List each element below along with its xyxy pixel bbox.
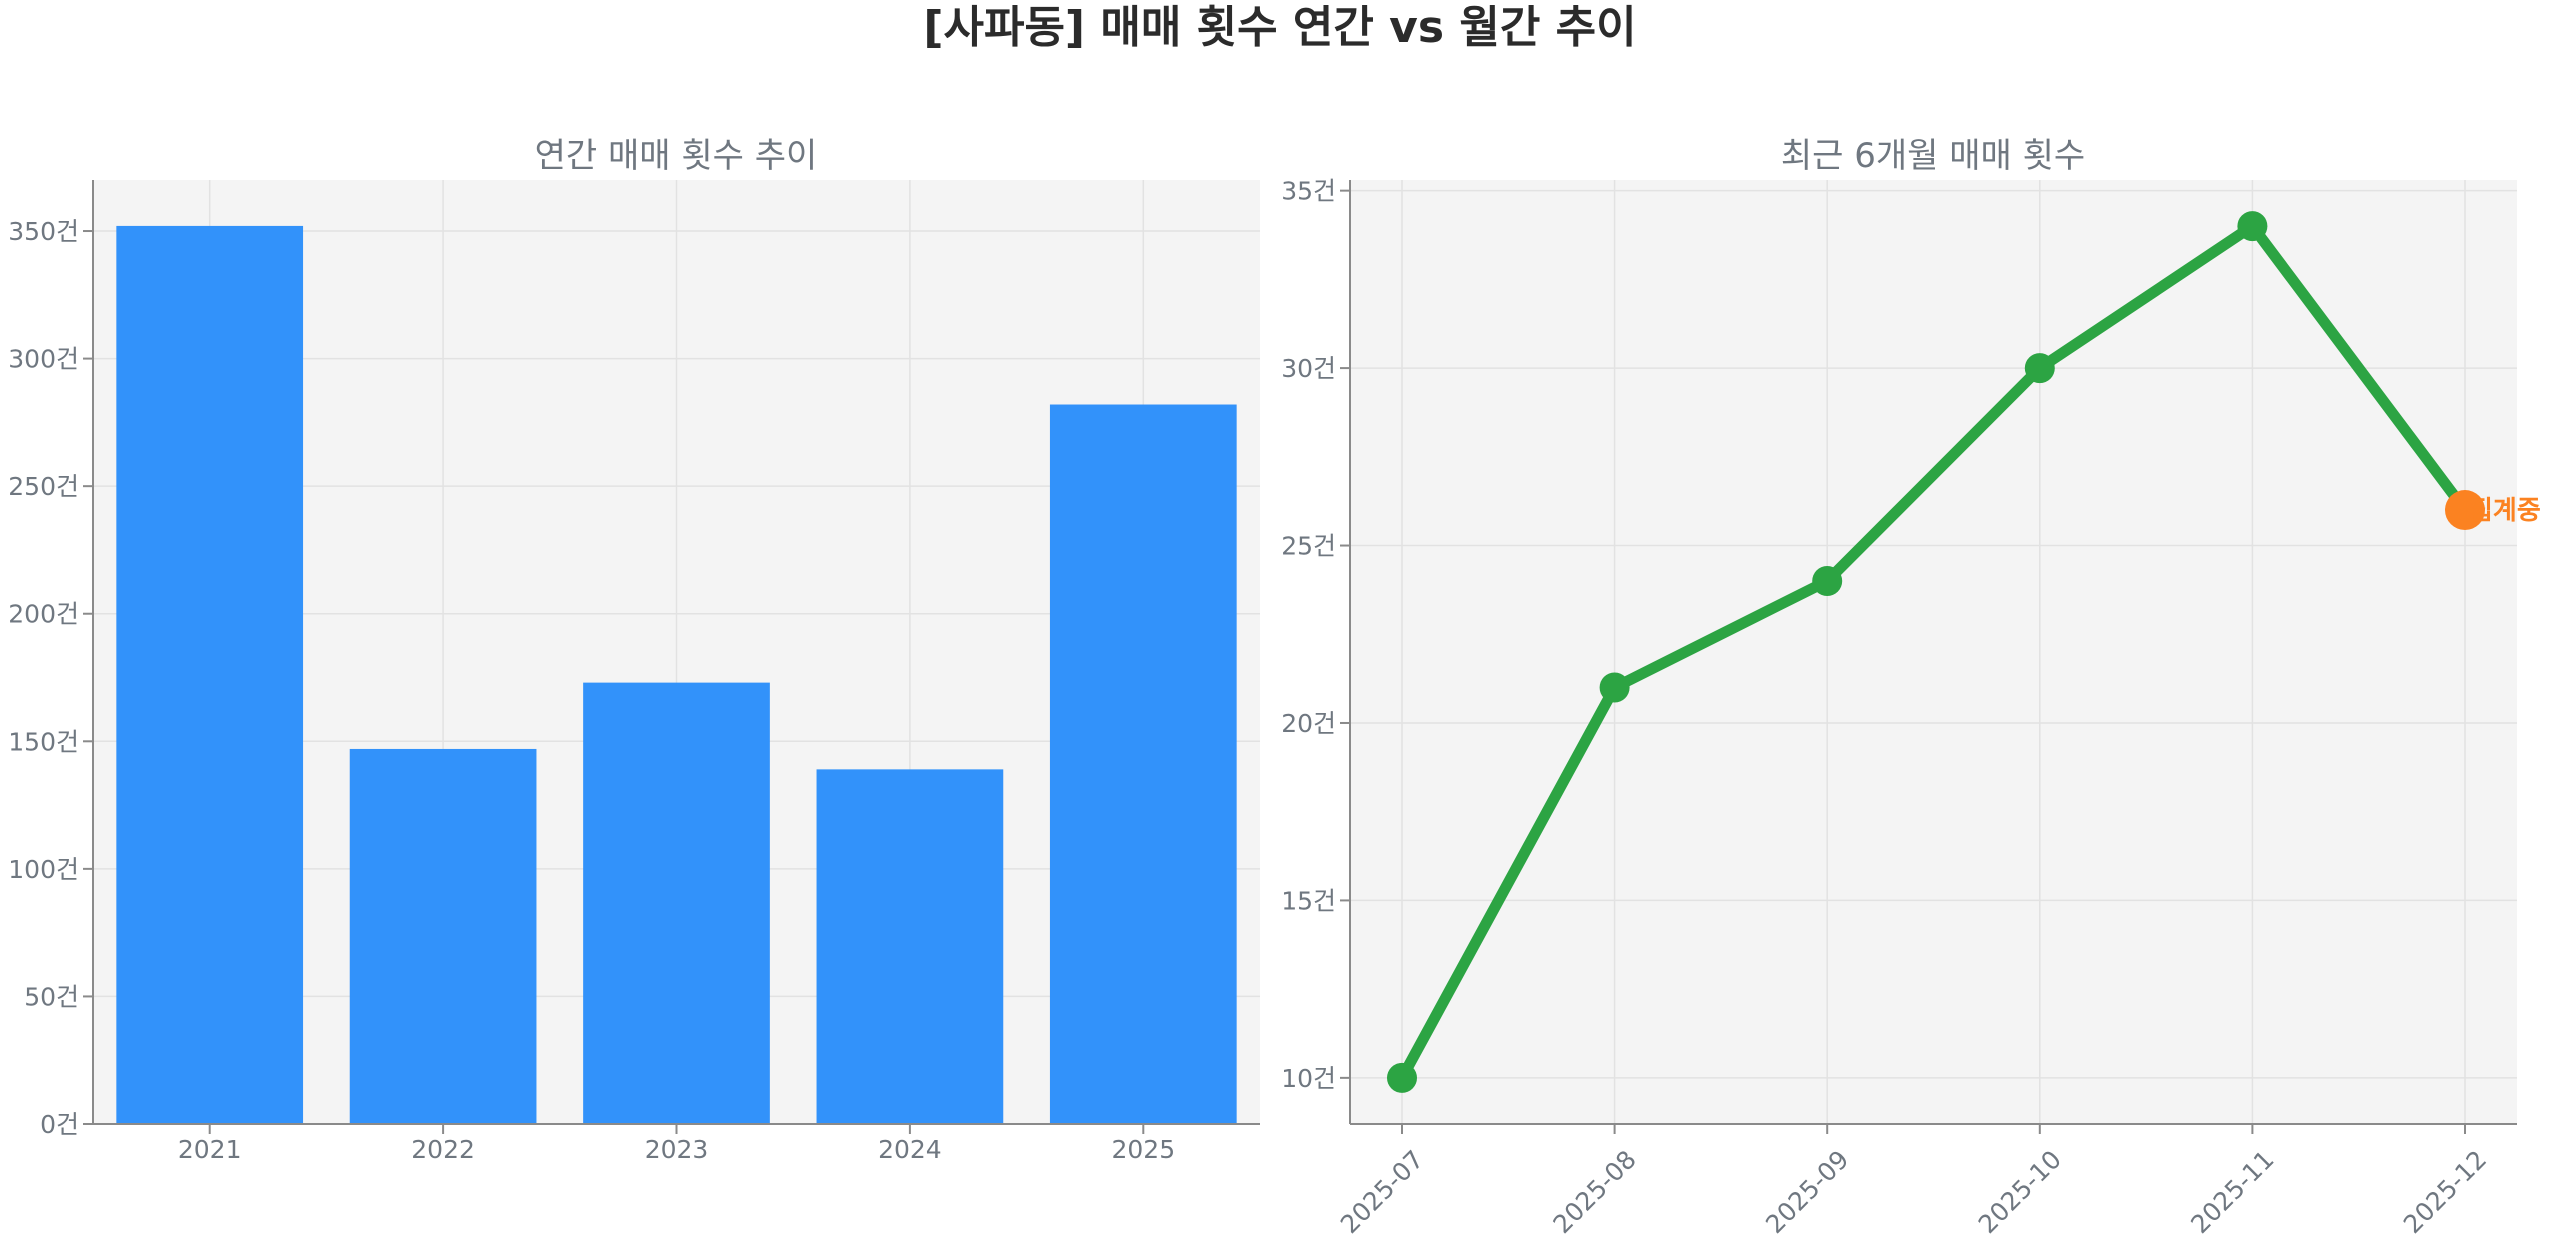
bar-x-tick-label: 2024 [878, 1135, 942, 1164]
line-grid [1350, 180, 2517, 1124]
bar-y-tick-label: 50건 [24, 982, 79, 1011]
bar-y-tick-label: 250건 [8, 472, 79, 501]
line-series: 집계중 [1387, 211, 2541, 1093]
bar-2023 [583, 682, 770, 1124]
line-series-path [1396, 220, 2471, 1084]
line-point-2025-08 [1599, 672, 1630, 703]
line-plot-area [1350, 180, 2517, 1124]
line-x-tick-label: 2025-12 [2398, 1145, 2492, 1235]
line-point-2025-07 [1387, 1062, 1417, 1093]
bar-y-tick-label: 200건 [8, 600, 79, 629]
bar-x-ticks: 2021 2022 2023 2024 2025 [178, 1124, 1175, 1164]
line-y-tick-label: 25건 [1281, 532, 1336, 561]
bar-x-tick-label: 2022 [411, 1135, 475, 1164]
bar-y-tick-label: 350건 [8, 217, 79, 246]
bar-2022 [349, 748, 537, 1124]
line-x-ticks: 2025-07 2025-08 2025-09 2025-10 2025-11 2025-… [1335, 1124, 2492, 1235]
line-point-2025-11 [2237, 211, 2268, 242]
figure-title: [사파동] 매매 횟수 연간 vs 월간 추이 [923, 2, 1636, 53]
bar-y-tick-label: 100건 [8, 855, 79, 884]
line-x-tick-label: 2025-11 [2185, 1145, 2279, 1235]
line-x-tick-label: 2025-07 [1335, 1145, 1429, 1235]
bar-2021 [116, 225, 304, 1125]
line-y-tick-label: 15건 [1281, 886, 1336, 915]
line-x-tick-label: 2025-08 [1547, 1145, 1641, 1235]
bar-y-tick-label: 150건 [8, 727, 79, 756]
bar-2024 [816, 769, 1004, 1124]
line-x-tick-label: 2025-09 [1760, 1145, 1854, 1235]
in-progress-annotation: 집계중 [2469, 496, 2541, 526]
bar-y-tick-label: 300건 [8, 345, 79, 374]
line-point-2025-10 [2024, 353, 2055, 384]
bar-2025 [1049, 404, 1237, 1124]
line-y-tick-label: 30건 [1281, 354, 1336, 383]
bar-x-tick-label: 2023 [645, 1135, 709, 1164]
line-y-tick-label: 35건 [1281, 177, 1336, 206]
bar-x-tick-label: 2025 [1111, 1135, 1175, 1164]
line-y-tick-label: 20건 [1281, 709, 1336, 738]
line-point-2025-09 [1812, 566, 1843, 597]
bar-x-tick-label: 2021 [178, 1135, 242, 1164]
line-y-tick-label: 10건 [1281, 1064, 1336, 1093]
bar-series [116, 225, 1237, 1125]
bar-y-tick-label: 0건 [40, 1110, 79, 1139]
line-y-ticks: 10건 15건 20건 25건 30건 35건 [1281, 177, 1350, 1093]
bar-chart-title: 연간 매매 횟수 추이 [535, 136, 818, 176]
bar-y-ticks: 0건 50건 100건 150건 200건 250건 300건 350건 [8, 217, 93, 1139]
line-x-tick-label: 2025-10 [1973, 1145, 2067, 1235]
line-chart-title: 최근 6개월 매매 횟수 [1781, 136, 2085, 176]
line-point-2025-12 [2445, 490, 2485, 531]
